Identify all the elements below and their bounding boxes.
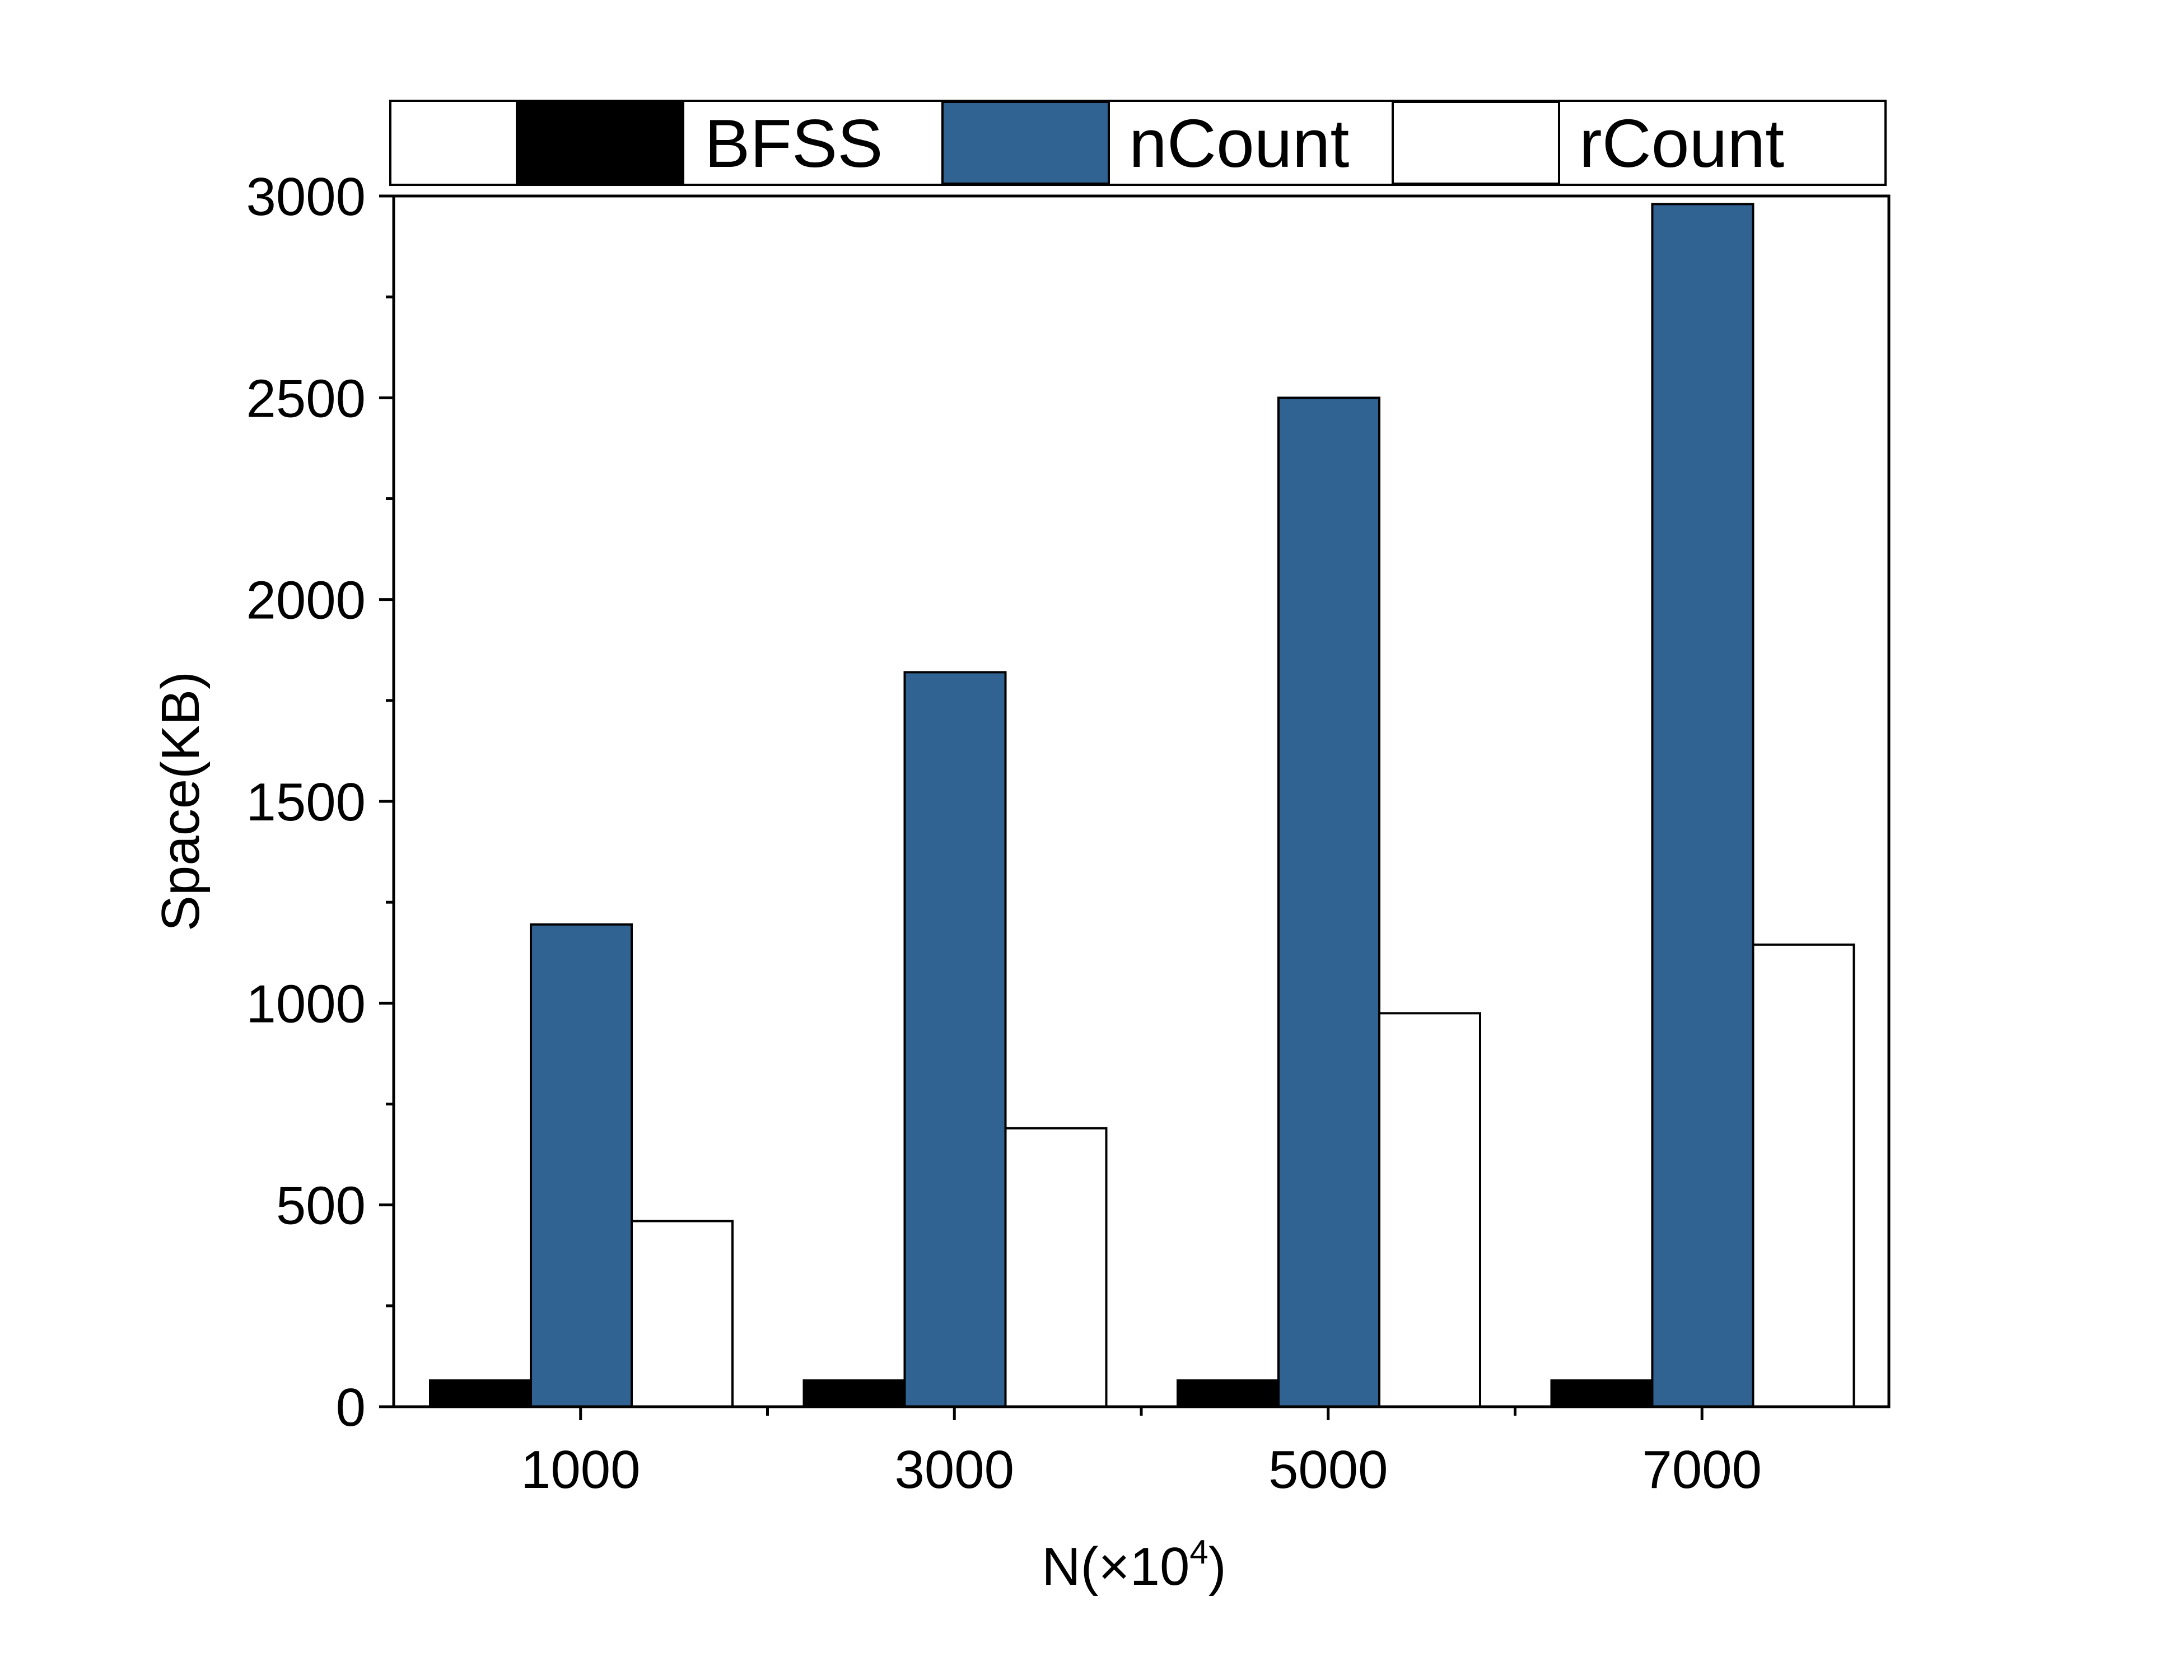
x-tick-label: 3000: [894, 1440, 1014, 1500]
bar-rcount-5000: [1378, 1012, 1481, 1408]
bar-rcount-1000: [631, 1220, 734, 1408]
x-tick-label: 1000: [521, 1440, 641, 1500]
legend-swatch-ncount: [941, 101, 1110, 185]
y-tick-label: 500: [276, 1176, 366, 1236]
bar-bfss-1000: [429, 1379, 532, 1408]
x-axis-label-exponent: 4: [1189, 1533, 1208, 1571]
legend-label-bfss: BFSS: [704, 105, 883, 181]
legend-label-rcount: rCount: [1579, 105, 1784, 181]
bar-ncount-7000: [1651, 203, 1754, 1408]
bar-bfss-5000: [1177, 1379, 1280, 1408]
bar-bfss-7000: [1550, 1379, 1654, 1408]
y-tick-label: 1500: [246, 772, 366, 832]
x-axis-label-base: N(×10: [1042, 1537, 1189, 1597]
y-tick-label: 2500: [246, 368, 366, 428]
y-tick-label: 1000: [246, 974, 366, 1034]
legend-swatch-rcount: [1392, 101, 1560, 185]
y-axis: 0 500 1000 1500 2000 2500 3000: [246, 167, 394, 1438]
x-tick-label: 7000: [1642, 1440, 1762, 1500]
bar-rcount-7000: [1752, 943, 1855, 1408]
bar-ncount-5000: [1277, 396, 1380, 1408]
y-tick-label: 2000: [246, 571, 366, 631]
bar-ncount-3000: [903, 671, 1007, 1408]
legend-label-ncount: nCount: [1129, 105, 1349, 181]
bars-group: [429, 203, 1855, 1408]
y-axis-label: Space(KB): [151, 671, 211, 931]
x-axis-label-close: ): [1208, 1537, 1226, 1597]
y-tick-label: 0: [336, 1378, 366, 1438]
bar-bfss-3000: [802, 1379, 906, 1408]
legend: BFSS nCount rCount: [389, 100, 1887, 186]
bar-rcount-3000: [1004, 1127, 1108, 1408]
x-axis-label: N(×104): [1042, 1533, 1226, 1597]
x-axis: 1000 3000 5000 7000: [521, 1407, 1762, 1500]
bar-ncount-1000: [530, 923, 633, 1408]
legend-swatch-bfss: [516, 101, 684, 185]
x-tick-label: 5000: [1268, 1440, 1388, 1500]
y-tick-label: 3000: [246, 167, 366, 227]
